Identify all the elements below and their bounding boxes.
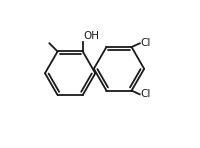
Text: Cl: Cl (140, 38, 150, 48)
Text: OH: OH (83, 31, 99, 41)
Text: Cl: Cl (140, 89, 150, 99)
